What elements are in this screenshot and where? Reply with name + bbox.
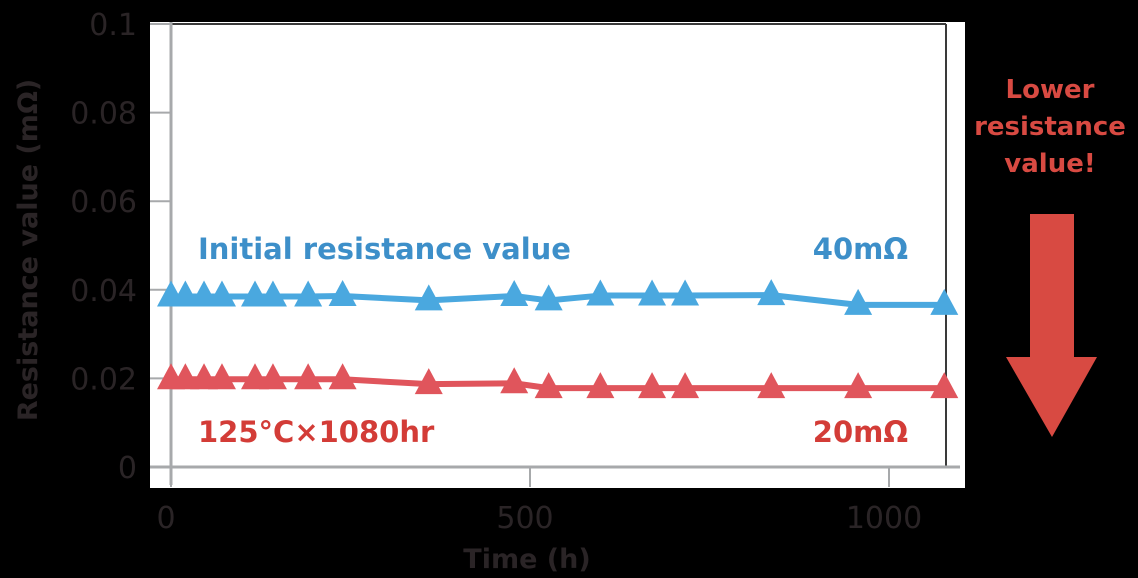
triangle-marker [207, 280, 236, 307]
triangle-marker [294, 363, 323, 390]
down-arrow-icon [1006, 214, 1097, 437]
y-axis-title: Resistance value (mΩ) [13, 79, 44, 421]
series-20mΩ [157, 363, 959, 399]
data-series [157, 279, 959, 399]
triangle-marker [534, 372, 563, 399]
triangle-marker [671, 279, 700, 306]
annotations: Initial resistance value 40mΩ 125°C×1080hr… [198, 232, 908, 449]
triangle-marker [414, 284, 443, 311]
triangle-marker [671, 372, 700, 399]
triangle-marker [844, 372, 873, 399]
chart-annotation: 125°C×1080hr [198, 415, 435, 449]
triangle-marker [258, 363, 287, 390]
chart-annotation: Initial resistance value [198, 232, 571, 266]
triangle-marker [757, 372, 786, 399]
triangle-marker [638, 279, 667, 306]
triangle-marker [586, 279, 615, 306]
triangle-marker [328, 280, 357, 307]
y-tick-label: 0.04 [70, 274, 137, 309]
y-tick-label: 0.02 [70, 362, 137, 397]
x-tick-label: 1000 [846, 501, 922, 536]
triangle-marker [171, 363, 200, 390]
triangle-marker [534, 284, 563, 311]
triangle-marker [844, 288, 873, 315]
triangle-marker [930, 288, 959, 315]
triangle-marker [294, 280, 323, 307]
triangle-marker [258, 280, 287, 307]
triangle-marker [930, 372, 959, 399]
triangle-marker [414, 368, 443, 395]
y-tick-label: 0.08 [70, 97, 137, 132]
triangle-marker [207, 363, 236, 390]
chart-annotation: 20mΩ [813, 415, 908, 449]
triangle-marker [500, 367, 529, 394]
lower-resistance-callout: Lower resistance value! [960, 72, 1138, 183]
x-tick-label: 0 [156, 501, 175, 536]
y-tick-label: 0 [118, 451, 137, 486]
y-tick-label: 0.1 [89, 8, 137, 43]
callout-line-3: value! [1004, 149, 1096, 179]
triangle-marker [328, 363, 357, 390]
triangle-marker [757, 279, 786, 306]
x-tick-label: 500 [496, 501, 553, 536]
x-axis-title: Time (h) [463, 544, 590, 575]
triangle-marker [241, 280, 270, 307]
callout-line-1: Lower [1005, 75, 1095, 105]
chart-annotation: 40mΩ [813, 232, 908, 266]
triangle-marker [171, 280, 200, 307]
triangle-marker [500, 280, 529, 307]
axis-labels: 0 0.02 0.04 0.06 0.08 0.1 0 500 1000 Time (h) Resi… [13, 8, 922, 575]
triangle-marker [190, 363, 219, 390]
triangle-marker [241, 363, 270, 390]
axes [150, 22, 960, 487]
plot-area [150, 22, 965, 488]
y-tick-label: 0.06 [70, 185, 137, 220]
callout-line-2: resistance [974, 112, 1126, 142]
triangle-marker [190, 280, 219, 307]
triangle-marker [586, 372, 615, 399]
series-40mΩ [157, 279, 959, 315]
triangle-marker [638, 372, 667, 399]
